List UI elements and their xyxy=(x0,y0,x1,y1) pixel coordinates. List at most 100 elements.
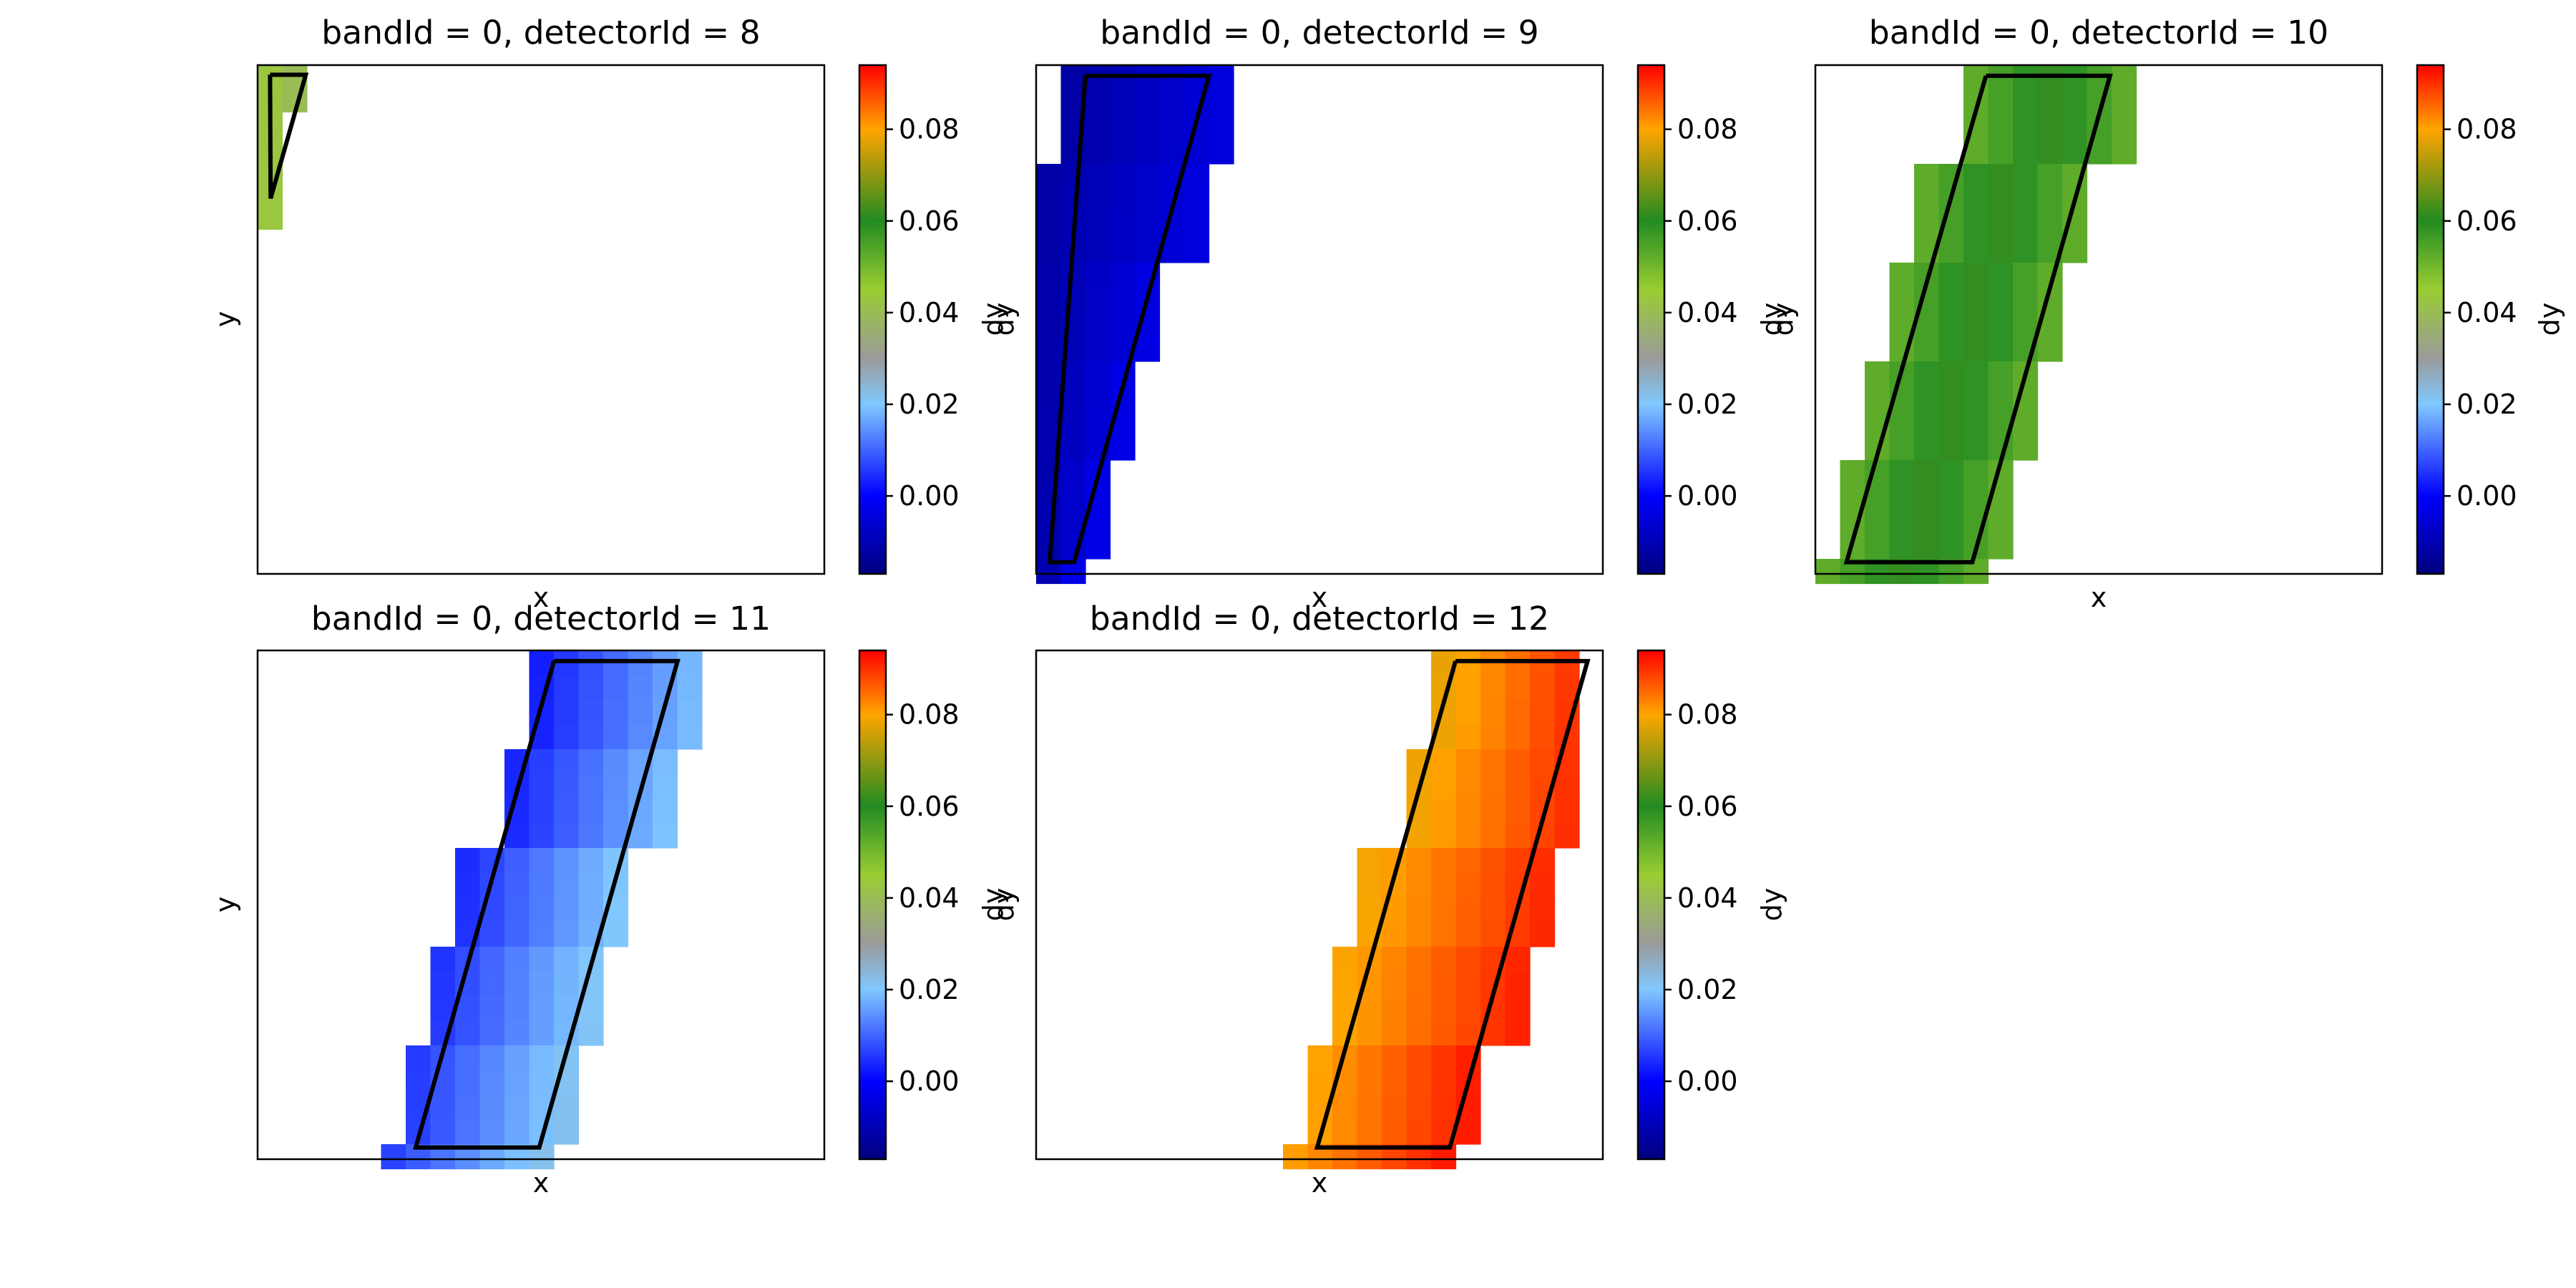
heatmap-cell xyxy=(1085,213,1111,239)
heatmap-cell xyxy=(504,1119,530,1145)
heatmap-cell xyxy=(1382,1020,1407,1046)
heatmap-cell xyxy=(1382,947,1407,972)
heatmap-cell xyxy=(1889,435,1915,461)
heatmap-cell xyxy=(529,872,555,898)
heatmap-cell xyxy=(603,799,629,824)
heatmap-cells xyxy=(1036,65,1234,585)
colorbar-label: dy xyxy=(2534,303,2565,336)
heatmap-cell xyxy=(1963,188,1989,214)
heatmap-cell xyxy=(603,749,629,775)
heatmap-cell xyxy=(1938,361,1964,387)
panel-detector-8: bandId = 0, detectorId = 8 x y 0.000.020… xyxy=(210,14,1009,613)
heatmap-cell xyxy=(1431,799,1457,824)
heatmap-cell xyxy=(504,1045,530,1071)
heatmap-cell xyxy=(1357,897,1382,923)
heatmap-cell xyxy=(1455,922,1481,947)
heatmap-cell xyxy=(1159,114,1185,140)
heatmap-cell xyxy=(1036,509,1062,535)
heatmap-cell xyxy=(1406,872,1432,898)
heatmap-cell xyxy=(2112,65,2137,91)
heatmap-cell xyxy=(430,971,456,997)
heatmap-cell xyxy=(1135,139,1161,165)
heatmap-cell xyxy=(2013,114,2039,140)
heatmap-cell xyxy=(1036,411,1062,436)
colorbar-label: dy xyxy=(1756,303,1787,336)
heatmap-cell xyxy=(1036,164,1062,190)
heatmap-cell xyxy=(479,1070,505,1096)
axes-frame xyxy=(1814,64,2384,575)
heatmap-cell xyxy=(1406,1095,1432,1121)
heatmap-cell xyxy=(1085,287,1111,313)
heatmap-cell xyxy=(1455,947,1481,972)
heatmap-cell xyxy=(1060,460,1086,486)
x-axis-label: x xyxy=(1312,582,1328,613)
heatmap-cell xyxy=(1865,509,1890,535)
heatmap-cell xyxy=(258,205,283,230)
heatmap-cell xyxy=(1889,460,1915,486)
heatmap-cell xyxy=(504,1095,530,1121)
heatmap-cell xyxy=(1135,238,1161,263)
heatmap-cell xyxy=(1357,1045,1382,1071)
heatmap-cell xyxy=(479,1045,505,1071)
heatmap-cell xyxy=(554,799,580,824)
heatmap-cell xyxy=(529,1020,555,1046)
heatmap-cell xyxy=(603,675,629,701)
heatmap-cell xyxy=(1938,312,1964,338)
heatmap-cell xyxy=(554,1119,580,1145)
heatmap-cell xyxy=(1988,509,2014,535)
heatmap-cell xyxy=(1963,361,1989,387)
panel-detector-11: bandId = 0, detectorId = 11 x y 0.00 0.02… xyxy=(210,600,1009,1199)
heatmap-cell xyxy=(1357,1020,1382,1046)
heatmap-cell xyxy=(529,996,555,1022)
heatmap-cell xyxy=(603,774,629,799)
heatmap-cell xyxy=(1085,312,1111,338)
heatmap-cell xyxy=(1455,675,1481,701)
heatmap-cell xyxy=(1357,1070,1382,1096)
heatmap-cell xyxy=(455,1119,481,1145)
colorbar-tick-label: 0.08 xyxy=(1677,114,1738,145)
colorbar-tick-label: 0.04 xyxy=(1677,882,1738,914)
heatmap-cell xyxy=(1455,1020,1481,1046)
heatmap-cell xyxy=(1480,922,1506,947)
heatmap-cell xyxy=(578,774,604,799)
heatmap-cell xyxy=(1938,534,1964,560)
heatmap-cell xyxy=(479,971,505,997)
heatmap-cell xyxy=(554,700,580,726)
heatmap-cell xyxy=(504,848,530,874)
colorbar-tick-label: 0.06 xyxy=(899,791,960,822)
heatmap-cell xyxy=(1963,386,1989,411)
heatmap-cell xyxy=(1938,460,1964,486)
heatmap-cell xyxy=(1505,774,1531,799)
colorbar-tick-label: 0.08 xyxy=(899,699,960,731)
heatmap-cell xyxy=(479,1020,505,1046)
heatmap-cell xyxy=(1060,484,1086,510)
heatmap-cell xyxy=(677,724,703,750)
heatmap-cell xyxy=(603,922,629,947)
heatmap-cell xyxy=(1085,411,1111,436)
heatmap-cell xyxy=(1135,188,1161,214)
heatmap-cell xyxy=(1209,65,1234,91)
colorbar-tick-label: 0.06 xyxy=(1677,205,1738,237)
heatmap-cell xyxy=(406,1070,431,1096)
heatmap-cell xyxy=(479,1119,505,1145)
heatmap-cell xyxy=(578,897,604,923)
heatmap-cell xyxy=(1135,164,1161,190)
heatmap-cell xyxy=(2013,312,2039,338)
heatmap-cell xyxy=(1159,139,1185,165)
heatmap-cell xyxy=(1455,749,1481,775)
heatmap-cell xyxy=(1307,1070,1333,1096)
heatmap-cell xyxy=(1382,971,1407,997)
heatmap-cell xyxy=(1431,749,1457,775)
heatmap-cell xyxy=(578,848,604,874)
heatmap-cell xyxy=(578,799,604,824)
heatmap-cell xyxy=(1963,435,1989,461)
heatmap-cell xyxy=(529,1045,555,1071)
heatmap-cell xyxy=(1988,114,2014,140)
heatmap-cell xyxy=(1110,89,1136,115)
x-axis-label: x xyxy=(2091,582,2107,613)
colorbar-tick-label: 0.02 xyxy=(1677,974,1738,1005)
colorbar-bar xyxy=(858,649,887,1161)
heatmap-cell xyxy=(1963,213,1989,239)
colorbar-bar xyxy=(2416,64,2445,575)
heatmap-cell xyxy=(1963,336,1989,362)
